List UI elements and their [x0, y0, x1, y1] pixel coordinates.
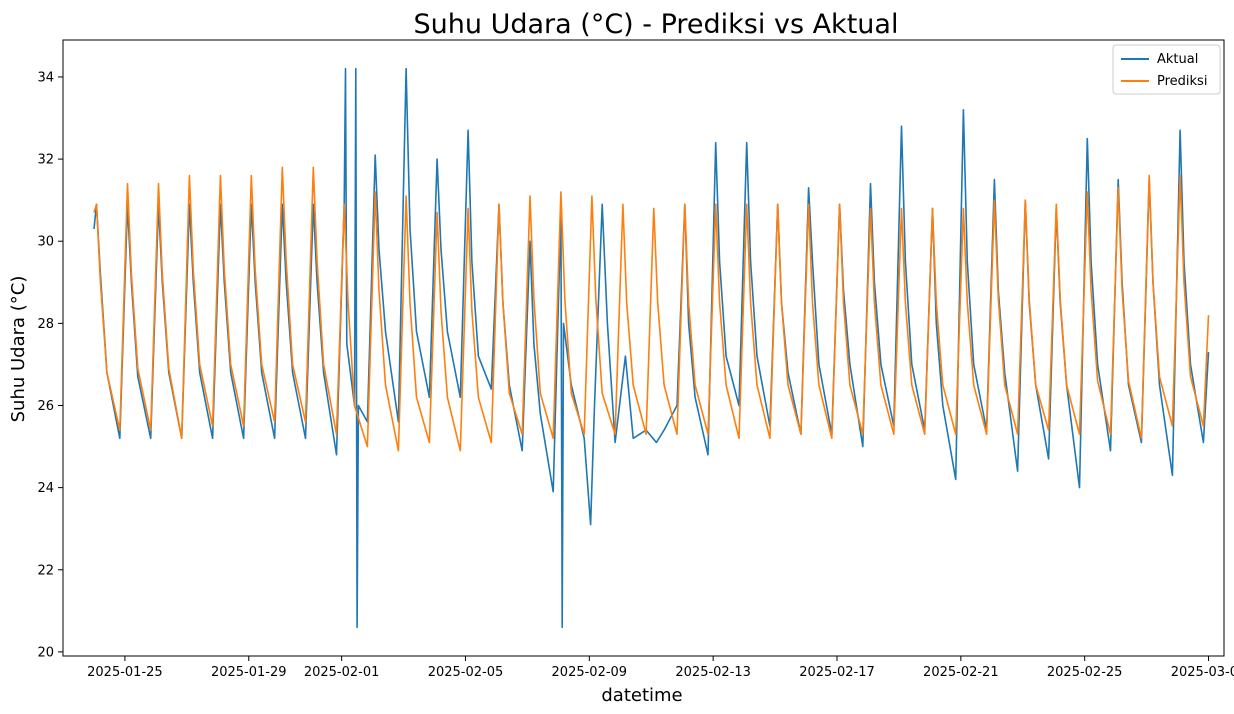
x-axis-title: datetime: [601, 685, 682, 706]
x-tick-label: 2025-02-25: [1047, 665, 1123, 680]
legend-label-aktual: Aktual: [1157, 52, 1198, 67]
plot-area: 20 22 24 26 28 30 32 34 2025-01-25 2025-01-29 2025…: [37, 39, 1234, 680]
x-tick-label: 2025-02-05: [428, 665, 504, 680]
x-tick-label: 2025-03-01: [1171, 665, 1234, 680]
axes-frame: [62, 39, 1225, 657]
y-axis-title: Suhu Udara (°C): [8, 276, 29, 423]
legend-label-prediksi: Prediksi: [1157, 74, 1207, 89]
x-tick-label: 2025-01-25: [87, 665, 163, 680]
x-tick-label: 2025-02-17: [799, 665, 875, 680]
x-tick-label: 2025-02-21: [923, 665, 999, 680]
legend: Aktual Prediksi: [1112, 44, 1221, 95]
y-tick-label: 26: [37, 399, 54, 414]
series-line-prediksi: [93, 166, 1210, 452]
y-tick-label: 28: [37, 317, 54, 332]
y-tick-label: 34: [37, 70, 54, 85]
y-tick-label: 30: [37, 235, 54, 250]
x-tick-label: 2025-02-13: [675, 665, 751, 680]
y-tick-label: 32: [37, 153, 54, 168]
series-line-aktual: [93, 67, 1210, 629]
y-tick-label: 20: [37, 645, 54, 660]
y-tick-label: 24: [37, 481, 54, 496]
x-tick-label: 2025-02-01: [304, 665, 380, 680]
chart-title: Suhu Udara (°C) - Prediksi vs Aktual: [414, 9, 899, 40]
x-tick-label: 2025-02-09: [552, 665, 628, 680]
y-tick-label: 22: [37, 563, 54, 578]
x-tick-label: 2025-01-29: [211, 665, 287, 680]
